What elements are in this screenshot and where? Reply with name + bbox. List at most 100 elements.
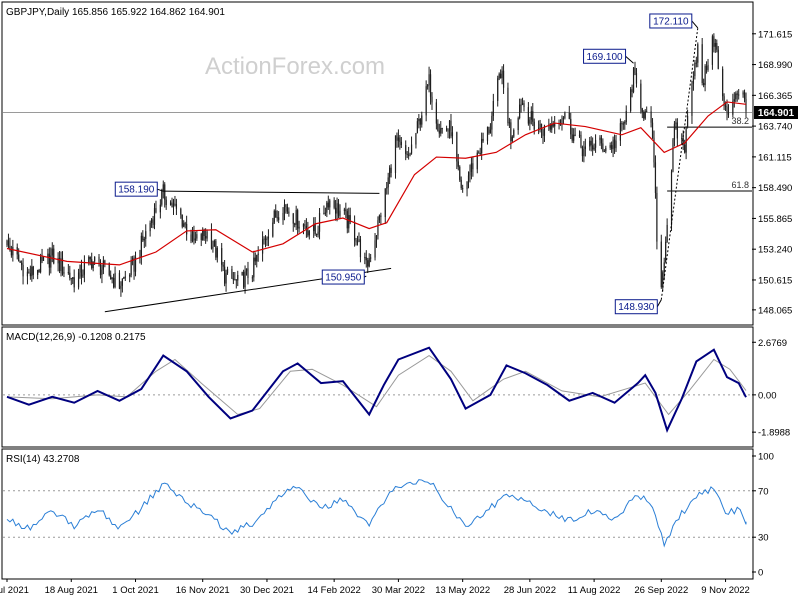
candle-body: [345, 209, 347, 212]
candle-body: [335, 207, 337, 214]
candle-body: [559, 124, 562, 126]
rsi-chart-title: RSI(14) 43.2708: [6, 454, 80, 465]
candle-body: [722, 68, 724, 97]
candle-body: [353, 221, 356, 241]
candle-body: [448, 120, 451, 131]
candle-body: [446, 128, 448, 131]
candle-body: [701, 44, 703, 83]
candle-body: [108, 263, 110, 276]
guide-lines: 38.2 61.8: [3, 111, 752, 538]
candle-body: [111, 277, 113, 280]
candle-body: [153, 208, 156, 225]
candle-body: [653, 137, 655, 163]
macd-signal-line: [6, 354, 747, 416]
candle-body: [530, 111, 532, 120]
candle-body: [79, 264, 81, 273]
candle-body: [583, 148, 585, 157]
rally-dotted-line: [660, 27, 699, 300]
price-y-tick-label: 166.365: [758, 91, 792, 102]
candle-body: [397, 137, 400, 141]
candle-body: [174, 203, 176, 205]
candle-body: [143, 238, 145, 241]
candle-body: [129, 274, 131, 277]
macd-y-tick-label: 2.6769: [758, 338, 787, 349]
candle-body: [684, 144, 686, 153]
candle-body: [142, 235, 144, 241]
candle-body: [624, 122, 626, 124]
candle-body: [571, 134, 573, 141]
candle-body: [29, 273, 31, 277]
annotation-box: [583, 48, 627, 64]
candle-body: [732, 101, 734, 115]
price-y-tick-label: 150.615: [758, 275, 792, 286]
candle-body: [244, 271, 246, 288]
candle-body: [476, 152, 478, 170]
annotation-label: 172.110: [653, 16, 689, 27]
x-tick-label: 9 Nov 2022: [701, 585, 750, 596]
candle-body: [508, 122, 511, 124]
candle-body: [190, 234, 192, 242]
candle-body: [241, 272, 243, 275]
candle-body: [726, 106, 728, 113]
macd-line: [6, 346, 747, 433]
candle-body: [573, 134, 575, 141]
rsi-y-tick-label: 70: [758, 486, 769, 497]
candle-body: [554, 123, 556, 127]
annotation-label: 148.930: [618, 302, 655, 313]
annotation-leader: [157, 188, 164, 192]
candle-body: [592, 145, 594, 150]
candle-body: [349, 215, 351, 222]
candle-body: [73, 277, 75, 288]
candle-body: [261, 239, 264, 254]
candle-body: [256, 254, 258, 262]
candle-body: [226, 269, 229, 274]
candle-body: [225, 273, 227, 284]
price-y-tick-label: 153.240: [758, 245, 792, 256]
candle-body: [324, 212, 326, 214]
candle-body: [202, 229, 204, 241]
candle-body: [235, 279, 237, 281]
candle-body: [660, 241, 662, 288]
candle-body: [313, 224, 315, 232]
candle-body: [272, 222, 274, 237]
price-annotations: 172.110 169.100 158.190 150.950 148.930: [114, 13, 699, 315]
candle-body: [359, 239, 362, 258]
candle-body: [150, 219, 153, 223]
macd-y-axis: 2.6769 0.00 -1.8988: [752, 338, 790, 439]
candle-body: [7, 240, 10, 246]
macd-panel: [1, 326, 754, 448]
price-y-tick-label: 158.490: [758, 183, 792, 194]
candle-body: [120, 285, 122, 289]
candle-body: [47, 253, 49, 257]
candle-body: [409, 153, 411, 155]
candle-body: [459, 166, 461, 180]
candle-body: [651, 122, 654, 138]
candle-body: [603, 151, 605, 153]
candle-body: [634, 67, 636, 74]
candle-body: [308, 231, 310, 236]
current-price: 164.901: [754, 105, 798, 119]
candle-body: [502, 70, 505, 88]
candle-body: [686, 115, 689, 127]
candle-body: [149, 222, 151, 232]
candle-body: [304, 224, 306, 226]
candle-body: [695, 62, 697, 64]
candle-body: [152, 219, 154, 225]
rsi-y-tick-label: 0: [758, 568, 763, 579]
candle-body: [552, 123, 554, 127]
candle-body: [102, 260, 104, 270]
candle-body: [224, 266, 226, 284]
candle-body: [307, 229, 309, 236]
candle-body: [486, 126, 489, 141]
candle-body: [384, 188, 386, 218]
candle-body: [375, 235, 378, 241]
candle-body: [72, 277, 74, 279]
candle-body: [410, 144, 413, 154]
candle-body: [646, 111, 648, 113]
candle-body: [374, 240, 376, 258]
candle-body: [472, 163, 474, 170]
candle-body: [358, 239, 360, 242]
candle-body: [180, 208, 182, 215]
